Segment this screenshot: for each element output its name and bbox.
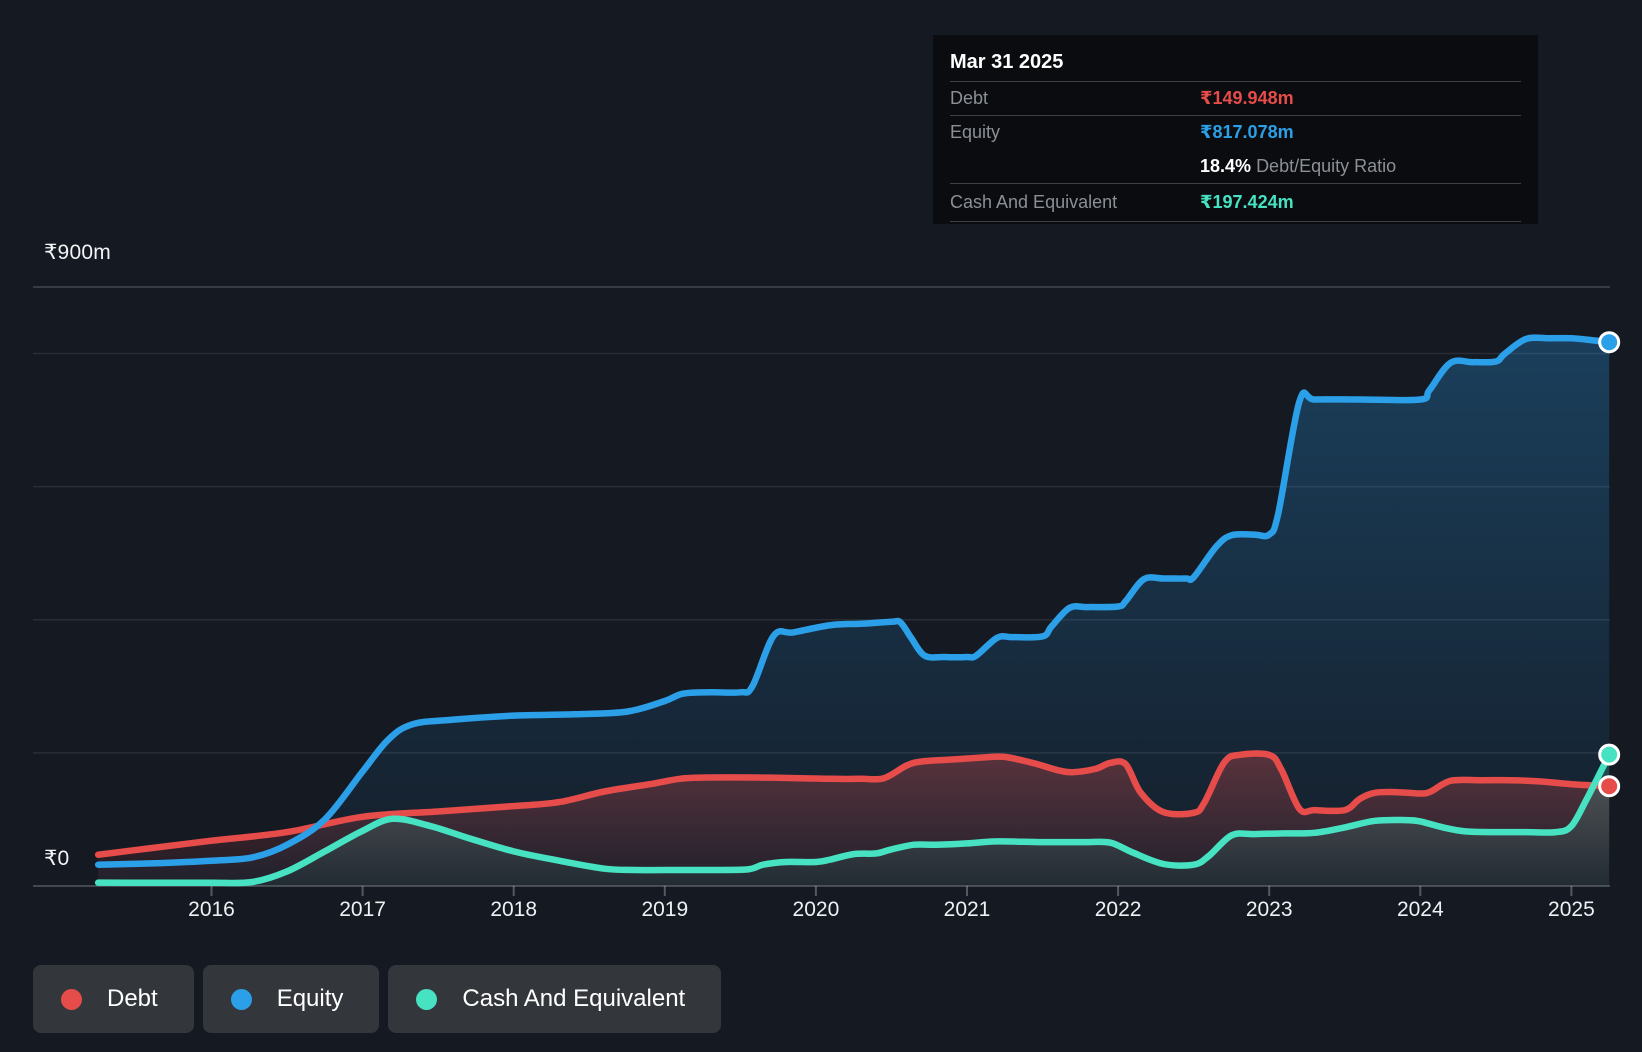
debt-line — [94, 750, 1613, 858]
tooltip-debt-label: Debt — [950, 88, 989, 108]
chart-legend: Debt Equity Cash And Equivalent — [33, 965, 722, 1033]
y-axis-zero-label: ₹0 — [44, 847, 70, 870]
chart-tooltip: Mar 31 2025 Debt ₹149.948m Equity ₹817.0… — [933, 35, 1538, 224]
tooltip-equity-label: Equity — [950, 122, 1001, 142]
legend-item-debt[interactable]: Debt — [33, 965, 194, 1033]
tooltip-debt-row: Debt ₹149.948m — [950, 82, 1521, 116]
debt-legend-dot-icon — [61, 988, 82, 1010]
tooltip-date: Mar 31 2025 — [950, 43, 1521, 82]
equity-area — [98, 337, 1610, 887]
tooltip-cash-value: ₹197.424m — [1200, 192, 1294, 212]
cash-end-marker[interactable] — [1598, 743, 1621, 766]
legend-item-equity[interactable]: Equity — [202, 965, 380, 1033]
x-label-2017: 2017 — [339, 898, 386, 921]
x-label-2019: 2019 — [641, 898, 688, 921]
tooltip-ratio-label: Debt/Equity Ratio — [1256, 155, 1397, 176]
tooltip-equity-row: Equity ₹817.078m — [950, 116, 1521, 149]
x-label-2020: 2020 — [793, 898, 840, 921]
y-axis-max-label: ₹900m — [44, 241, 111, 264]
equity-end-marker[interactable] — [1598, 331, 1621, 354]
x-label-2024: 2024 — [1397, 898, 1444, 921]
cash-area — [98, 754, 1610, 886]
legend-equity-label: Equity — [276, 985, 344, 1012]
legend-cash-label: Cash And Equivalent — [462, 985, 686, 1012]
cash-legend-dot-icon — [416, 988, 438, 1010]
tooltip-equity-value: ₹817.078m — [1200, 122, 1294, 142]
tooltip-ratio-value: 18.4% — [1200, 155, 1252, 176]
tooltip-debt-value: ₹149.948m — [1200, 88, 1294, 108]
tooltip-ratio-row: 18.4% Debt/Equity Ratio — [950, 149, 1521, 184]
tooltip-cash-row: Cash And Equivalent ₹197.424m — [950, 184, 1521, 222]
debt-end-marker[interactable] — [1598, 775, 1621, 798]
x-label-2025: 2025 — [1548, 898, 1595, 921]
tooltip-cash-label: Cash And Equivalent — [950, 192, 1118, 212]
x-label-2021: 2021 — [944, 898, 991, 921]
x-label-2018: 2018 — [490, 898, 537, 921]
x-label-2016: 2016 — [188, 898, 235, 921]
equity-legend-dot-icon — [230, 988, 252, 1010]
cash-line — [94, 751, 1613, 887]
legend-debt-label: Debt — [107, 985, 158, 1012]
legend-item-cash[interactable]: Cash And Equivalent — [388, 965, 722, 1033]
x-label-2022: 2022 — [1095, 898, 1142, 921]
equity-line — [94, 334, 1613, 868]
x-label-2023: 2023 — [1246, 898, 1293, 921]
